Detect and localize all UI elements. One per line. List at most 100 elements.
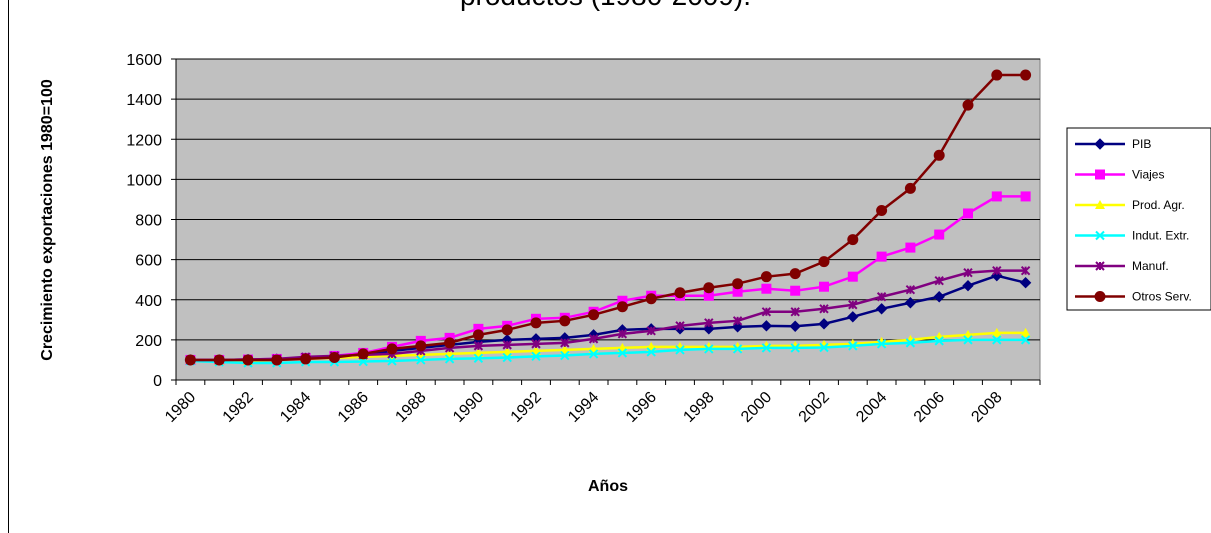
y-tick-label: 800: [135, 213, 162, 230]
data-point: [992, 335, 1002, 345]
data-point: [1019, 276, 1032, 289]
data-point: [213, 354, 225, 366]
marker-stroke: [1020, 335, 1031, 345]
legend-item: Indut. Extr.: [1075, 229, 1189, 243]
data-point: [789, 268, 801, 280]
data-point: [760, 320, 773, 332]
x-axis-title: Años: [588, 478, 628, 495]
x-tick-label: 1992: [508, 389, 545, 426]
data-point: [992, 265, 1002, 276]
data-point: [991, 69, 1003, 81]
marker-stroke: [444, 354, 455, 364]
y-axis-title: Crecimiento exportaciones 1980=100: [39, 79, 56, 361]
y-tick-label: 600: [135, 253, 162, 270]
data-point: [704, 344, 714, 354]
data-point: [991, 191, 1002, 202]
y-tick-label: 400: [135, 293, 162, 310]
marker-stroke: [502, 352, 512, 363]
data-point: [473, 353, 484, 364]
data-point: [1095, 261, 1105, 271]
x-tick-label: 1980: [162, 389, 199, 426]
x-tick-label: 1990: [450, 389, 487, 426]
data-point: [818, 318, 830, 330]
data-point: [876, 251, 887, 262]
data-point: [387, 356, 397, 366]
data-point: [934, 336, 944, 346]
marker-stroke: [617, 348, 628, 358]
data-point: [616, 301, 628, 313]
data-point: [761, 307, 772, 317]
x-tick-label: 2008: [968, 389, 1005, 426]
data-point: [848, 300, 858, 310]
x-tick-label: 1998: [680, 389, 717, 426]
data-point: [473, 341, 484, 351]
data-point: [790, 307, 800, 317]
data-point: [617, 348, 628, 358]
legend-label: Viajes: [1132, 168, 1164, 182]
data-point: [271, 354, 283, 366]
marker-stroke: [531, 351, 541, 362]
data-point: [1095, 230, 1105, 241]
data-point: [501, 324, 513, 336]
legend-label: PIB: [1132, 137, 1151, 151]
data-point: [617, 295, 628, 306]
data-point: [617, 329, 628, 339]
x-tick-label: 1984: [277, 389, 314, 426]
data-point: [588, 309, 600, 321]
marker-stroke: [646, 347, 656, 357]
marker-stroke: [992, 335, 1002, 345]
legend-item: Otros Serv.: [1075, 290, 1192, 304]
data-point: [300, 353, 312, 365]
data-point: [704, 318, 714, 328]
data-point: [934, 275, 944, 286]
x-tick-label: 1996: [623, 389, 660, 426]
data-point: [703, 290, 714, 301]
data-point: [675, 321, 685, 331]
legend-label: Prod. Agr.: [1132, 198, 1185, 212]
data-point: [588, 349, 599, 359]
data-point: [732, 316, 743, 326]
data-point: [1020, 191, 1031, 202]
marker-stroke: [704, 344, 714, 354]
x-tick-label: 2004: [853, 389, 890, 426]
legend-item: PIB: [1075, 137, 1151, 151]
legend-item: Manuf.: [1075, 259, 1169, 273]
data-point: [847, 271, 858, 282]
marker-stroke: [876, 339, 887, 349]
series: [184, 69, 1032, 366]
y-tick-label: 1600: [126, 52, 162, 69]
data-point: [790, 343, 800, 353]
data-point: [933, 291, 945, 303]
data-point: [588, 334, 599, 344]
data-point: [1094, 138, 1106, 150]
marker-stroke: [1095, 230, 1105, 241]
data-point: [962, 99, 974, 111]
legend-label: Manuf.: [1132, 259, 1169, 273]
data-point: [732, 278, 744, 290]
y-tick-label: 0: [153, 373, 162, 390]
data-point: [530, 317, 542, 329]
marker-stroke: [848, 341, 858, 351]
legend-item: Prod. Agr.: [1075, 198, 1185, 212]
data-point: [905, 338, 916, 348]
series-group: [184, 69, 1032, 368]
data-point: [818, 256, 830, 268]
data-point: [732, 344, 743, 354]
data-point: [991, 327, 1002, 337]
data-point: [847, 234, 859, 246]
data-point: [847, 311, 859, 323]
data-point: [1020, 69, 1032, 81]
data-point: [1020, 335, 1031, 345]
data-point: [472, 329, 484, 341]
marker-stroke: [473, 353, 484, 364]
gridlines: [176, 58, 1040, 341]
x-tick-label: 1986: [335, 389, 372, 426]
x-tick-label: 2002: [796, 389, 833, 426]
data-point: [876, 292, 887, 302]
data-point: [933, 149, 945, 161]
marker-stroke: [675, 345, 685, 355]
y-tick-label: 1200: [126, 132, 162, 149]
legend-box: [1066, 127, 1211, 311]
data-point: [473, 323, 484, 334]
data-point: [904, 182, 916, 194]
